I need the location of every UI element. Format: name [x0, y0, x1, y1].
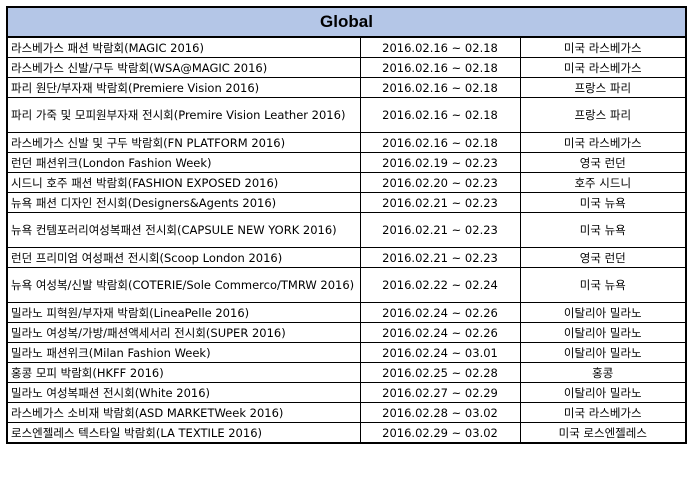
- table-row: 로스엔젤레스 텍스타일 박람회(LA TEXTILE 2016) 2016.02…: [6, 422, 688, 444]
- event-name: 라스베가스 신발/구두 박람회(WSA@MAGIC 2016): [6, 57, 361, 78]
- event-name: 홍콩 모피 박람회(HKFF 2016): [6, 362, 361, 383]
- event-name: 라스베가스 패션 박람회(MAGIC 2016): [6, 36, 361, 58]
- event-name: 라스베가스 소비재 박람회(ASD MARKETWeek 2016): [6, 402, 361, 423]
- event-name: 런던 프리미엄 여성패션 전시회(Scoop London 2016): [6, 247, 361, 268]
- event-location: 미국 뉴욕: [519, 267, 688, 303]
- event-location: 미국 뉴욕: [519, 192, 688, 213]
- event-location: 프랑스 파리: [519, 97, 688, 133]
- event-name: 밀라노 패션위크(Milan Fashion Week): [6, 342, 361, 363]
- event-name: 밀라노 피혁원/부자재 박람회(LineaPelle 2016): [6, 302, 361, 323]
- table-row: 라스베가스 신발/구두 박람회(WSA@MAGIC 2016) 2016.02.…: [6, 57, 688, 78]
- event-date: 2016.02.16 ~ 02.18: [359, 57, 521, 78]
- event-name: 뉴욕 여성복/신발 박람회(COTERIE/Sole Commerco/TMRW…: [6, 267, 361, 303]
- event-location: 이탈리아 밀라노: [519, 322, 688, 343]
- table-row: 런던 프리미엄 여성패션 전시회(Scoop London 2016) 2016…: [6, 247, 688, 268]
- event-location: 영국 런던: [519, 152, 688, 173]
- event-date: 2016.02.24 ~ 02.26: [359, 322, 521, 343]
- event-date: 2016.02.21 ~ 02.23: [359, 212, 521, 248]
- event-location: 프랑스 파리: [519, 77, 688, 98]
- event-date: 2016.02.22 ~ 02.24: [359, 267, 521, 303]
- event-location: 미국 라스베가스: [519, 132, 688, 153]
- event-table: Global 라스베가스 패션 박람회(MAGIC 2016) 2016.02.…: [5, 6, 688, 444]
- table-row: 파리 가죽 및 모피원부자재 전시회(Premire Vision Leathe…: [6, 97, 688, 133]
- event-location: 미국 라스베가스: [519, 57, 688, 78]
- table-row: 시드니 호주 패션 박람회(FASHION EXPOSED 2016) 2016…: [6, 172, 688, 193]
- event-location: 미국 라스베가스: [519, 402, 688, 423]
- table-row: 밀라노 여성복/가방/패션액세서리 전시회(SUPER 2016) 2016.0…: [6, 322, 688, 343]
- event-name: 런던 패션위크(London Fashion Week): [6, 152, 361, 173]
- event-date: 2016.02.16 ~ 02.18: [359, 97, 521, 133]
- event-name: 로스엔젤레스 텍스타일 박람회(LA TEXTILE 2016): [6, 422, 361, 444]
- table-row: 홍콩 모피 박람회(HKFF 2016) 2016.02.25 ~ 02.28 …: [6, 362, 688, 383]
- event-name: 뉴욕 컨템포러리여성복패션 전시회(CAPSULE NEW YORK 2016): [6, 212, 361, 248]
- event-location: 미국 뉴욕: [519, 212, 688, 248]
- table-row: 밀라노 패션위크(Milan Fashion Week) 2016.02.24 …: [6, 342, 688, 363]
- table-row: 파리 원단/부자재 박람회(Premiere Vision 2016) 2016…: [6, 77, 688, 98]
- event-location: 영국 런던: [519, 247, 688, 268]
- event-location: 이탈리아 밀라노: [519, 342, 688, 363]
- event-name: 라스베가스 신발 및 구두 박람회(FN PLATFORM 2016): [6, 132, 361, 153]
- event-name: 파리 원단/부자재 박람회(Premiere Vision 2016): [6, 77, 361, 98]
- event-date: 2016.02.25 ~ 02.28: [359, 362, 521, 383]
- event-date: 2016.02.29 ~ 03.02: [359, 422, 521, 444]
- table-row: 라스베가스 신발 및 구두 박람회(FN PLATFORM 2016) 2016…: [6, 132, 688, 153]
- event-location: 미국 로스엔젤레스: [519, 422, 688, 444]
- event-name: 밀라노 여성복패션 전시회(White 2016): [6, 382, 361, 403]
- event-date: 2016.02.16 ~ 02.18: [359, 36, 521, 58]
- event-date: 2016.02.16 ~ 02.18: [359, 77, 521, 98]
- event-location: 이탈리아 밀라노: [519, 302, 688, 323]
- event-date: 2016.02.19 ~ 02.23: [359, 152, 521, 173]
- table-row: 뉴욕 여성복/신발 박람회(COTERIE/Sole Commerco/TMRW…: [6, 267, 688, 303]
- event-schedule: Global 라스베가스 패션 박람회(MAGIC 2016) 2016.02.…: [5, 6, 688, 444]
- event-date: 2016.02.21 ~ 02.23: [359, 192, 521, 213]
- event-date: 2016.02.24 ~ 02.26: [359, 302, 521, 323]
- event-name: 뉴욕 패션 디자인 전시회(Designers&Agents 2016): [6, 192, 361, 213]
- event-date: 2016.02.20 ~ 02.23: [359, 172, 521, 193]
- event-date: 2016.02.16 ~ 02.18: [359, 132, 521, 153]
- table-row: 라스베가스 소비재 박람회(ASD MARKETWeek 2016) 2016.…: [6, 402, 688, 423]
- table-row: 밀라노 여성복패션 전시회(White 2016) 2016.02.27 ~ 0…: [6, 382, 688, 403]
- event-location: 호주 시드니: [519, 172, 688, 193]
- table-row: 뉴욕 컨템포러리여성복패션 전시회(CAPSULE NEW YORK 2016)…: [6, 212, 688, 248]
- event-name: 밀라노 여성복/가방/패션액세서리 전시회(SUPER 2016): [6, 322, 361, 343]
- event-location: 미국 라스베가스: [519, 36, 688, 58]
- event-name: 파리 가죽 및 모피원부자재 전시회(Premire Vision Leathe…: [6, 97, 361, 133]
- table-row: 밀라노 피혁원/부자재 박람회(LineaPelle 2016) 2016.02…: [6, 302, 688, 323]
- event-location: 홍콩: [519, 362, 688, 383]
- event-date: 2016.02.27 ~ 02.29: [359, 382, 521, 403]
- table-row: 런던 패션위크(London Fashion Week) 2016.02.19 …: [6, 152, 688, 173]
- table-title: Global: [5, 6, 688, 38]
- table-row: 라스베가스 패션 박람회(MAGIC 2016) 2016.02.16 ~ 02…: [6, 36, 688, 58]
- event-date: 2016.02.21 ~ 02.23: [359, 247, 521, 268]
- event-date: 2016.02.28 ~ 03.02: [359, 402, 521, 423]
- event-date: 2016.02.24 ~ 03.01: [359, 342, 521, 363]
- table-header-row: Global: [5, 6, 688, 38]
- event-name: 시드니 호주 패션 박람회(FASHION EXPOSED 2016): [6, 172, 361, 193]
- event-location: 이탈리아 밀라노: [519, 382, 688, 403]
- table-row: 뉴욕 패션 디자인 전시회(Designers&Agents 2016) 201…: [6, 192, 688, 213]
